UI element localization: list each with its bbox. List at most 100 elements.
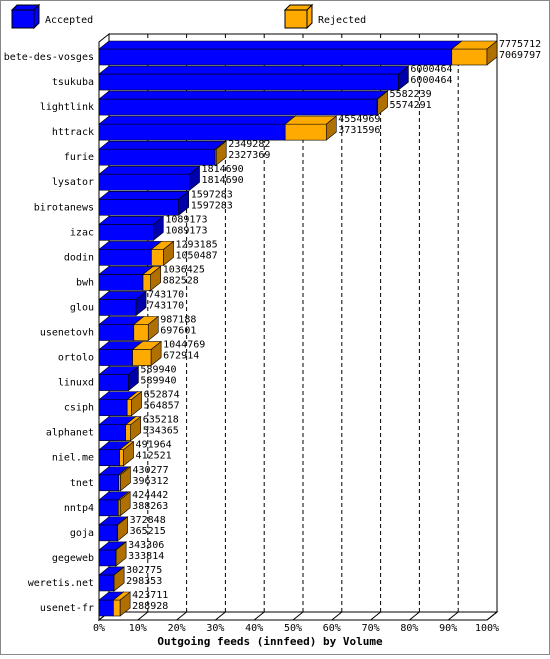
- bar: [143, 274, 151, 290]
- bar-top: [99, 41, 462, 49]
- bar-group: [99, 442, 134, 466]
- bar: [126, 425, 131, 441]
- bar-group: [99, 417, 141, 441]
- total-label: 7775712: [499, 39, 541, 50]
- bar-group: [99, 216, 163, 240]
- legend-swatch: [285, 10, 307, 28]
- y-tick-label: ortolo: [58, 353, 94, 364]
- y-tick-label: goja: [70, 528, 94, 539]
- accepted-label: 6000464: [410, 75, 452, 86]
- x-tick-label: 90%: [439, 623, 457, 634]
- bar-group: [99, 116, 336, 140]
- total-label: 343306: [128, 540, 164, 551]
- y-tick-label: bete-des-vosges: [4, 52, 94, 63]
- x-tick-label: 10%: [129, 623, 147, 634]
- chart-title: Outgoing feeds (innfeed) by Volume: [157, 635, 383, 648]
- accepted-label: 882528: [163, 275, 199, 286]
- y-tick-label: linuxd: [58, 378, 94, 389]
- total-label: 652874: [144, 390, 180, 401]
- accepted-label: 564857: [144, 401, 180, 412]
- bar: [99, 224, 153, 240]
- y-tick-label: nntp4: [64, 503, 94, 514]
- accepted-label: 743170: [148, 300, 184, 311]
- y-tick-label: furie: [64, 152, 94, 163]
- bar-group: [99, 367, 138, 391]
- bar-top: [99, 66, 408, 74]
- bar-top: [99, 191, 189, 199]
- bar-group: [99, 342, 161, 366]
- x-tick-label: 70%: [362, 623, 380, 634]
- y-tick-label: usenet-fr: [40, 603, 94, 614]
- total-label: 4554969: [338, 114, 380, 125]
- bar-group: [99, 317, 158, 341]
- legend-label: Rejected: [318, 15, 366, 26]
- total-label: 491964: [136, 440, 172, 451]
- x-tick-label: 20%: [168, 623, 186, 634]
- bar: [285, 124, 326, 140]
- total-label: 1293185: [176, 239, 218, 250]
- bar: [133, 350, 152, 366]
- bar-group: [99, 241, 174, 265]
- total-label: 430277: [132, 465, 168, 476]
- bar: [99, 550, 116, 566]
- y-tick-label: gegeweb: [52, 553, 94, 564]
- x-tick-label: 40%: [245, 623, 263, 634]
- bar: [99, 400, 127, 416]
- total-label: 5582239: [390, 89, 432, 100]
- bar: [99, 475, 119, 491]
- accepted-label: 333814: [128, 551, 164, 562]
- x-tick-label: 60%: [323, 623, 341, 634]
- accepted-label: 697601: [160, 326, 196, 337]
- total-label: 2349282: [228, 139, 270, 150]
- bar: [113, 600, 120, 616]
- accepted-label: 1597283: [191, 200, 233, 211]
- bar: [99, 375, 128, 391]
- bar-group: [99, 392, 142, 416]
- y-tick-label: lightlink: [40, 102, 94, 113]
- bar-group: [99, 291, 146, 315]
- accepted-label: 396312: [132, 476, 168, 487]
- total-label: 423711: [132, 590, 168, 601]
- y-tick-label: niel.me: [52, 453, 94, 464]
- accepted-label: 2327369: [228, 150, 270, 161]
- bar: [127, 400, 131, 416]
- y-tick-label: bwh: [76, 277, 94, 288]
- total-label: 1036425: [163, 264, 205, 275]
- bar-top: [99, 166, 200, 174]
- y-tick-label: httrack: [52, 127, 94, 138]
- accepted-label: 1089173: [165, 225, 207, 236]
- bar: [99, 174, 190, 190]
- bar-top: [99, 91, 387, 99]
- accepted-label: 388263: [132, 501, 168, 512]
- accepted-label: 589940: [140, 376, 176, 387]
- accepted-label: 365215: [130, 526, 166, 537]
- bar: [99, 350, 133, 366]
- legend-swatch: [12, 10, 34, 28]
- bar: [99, 600, 113, 616]
- total-label: 1089173: [165, 214, 207, 225]
- bar-top: [99, 116, 295, 124]
- bar: [99, 450, 120, 466]
- total-label: 635218: [143, 415, 179, 426]
- bar: [99, 325, 134, 341]
- total-label: 987188: [160, 315, 196, 326]
- bar: [99, 49, 452, 65]
- bar-group: [99, 166, 200, 190]
- bar-top: [99, 141, 225, 149]
- y-tick-label: izac: [70, 227, 94, 238]
- bar: [151, 249, 163, 265]
- bar: [99, 124, 285, 140]
- total-label: 1597283: [191, 189, 233, 200]
- bar: [99, 575, 114, 591]
- accepted-label: 412521: [136, 451, 172, 462]
- x-tick-label: 80%: [400, 623, 418, 634]
- accepted-label: 5574291: [390, 100, 432, 111]
- y-tick-label: usenetovh: [40, 328, 94, 339]
- y-tick-label: glou: [70, 302, 94, 313]
- total-label: 302775: [126, 565, 162, 576]
- legend-label: Accepted: [45, 15, 93, 26]
- y-tick-label: tnet: [70, 478, 94, 489]
- bar-group: [99, 41, 497, 65]
- bar: [99, 425, 126, 441]
- accepted-label: 298353: [126, 576, 162, 587]
